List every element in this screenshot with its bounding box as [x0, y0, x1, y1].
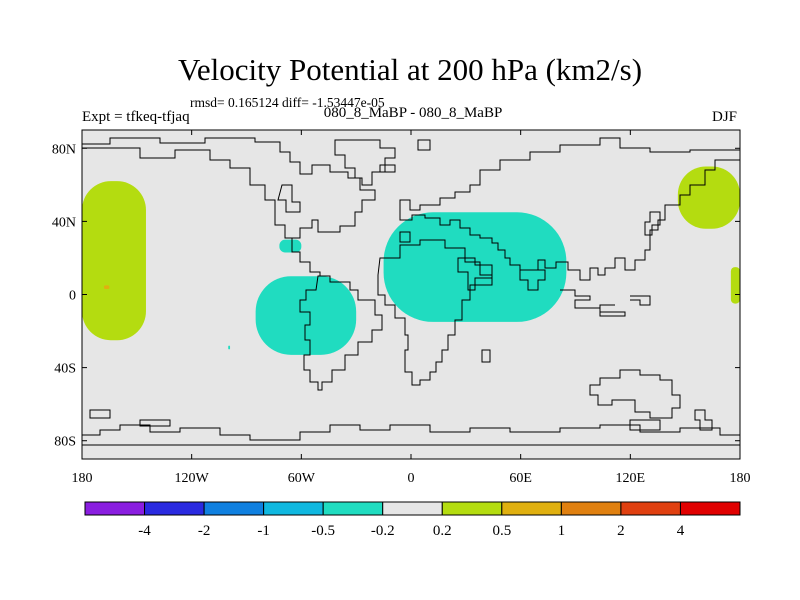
colorbar-swatch [501, 501, 562, 516]
colorbar-label: 1 [558, 523, 566, 539]
anomaly-region-1 [103, 285, 110, 290]
colorbar-label: -4 [138, 523, 151, 539]
colorbar-swatch [620, 501, 681, 516]
x-tick-label: 120W [175, 471, 210, 486]
coastline-svalbard [417, 139, 431, 151]
x-tick-label: 180 [730, 471, 751, 486]
period-label: 080_8_MaBP - 080_8_MaBP [323, 105, 503, 121]
x-tick-label: 120E [616, 471, 646, 486]
anomaly-region-7 [228, 345, 231, 350]
season-label: DJF [712, 109, 738, 125]
coastline-arabia [457, 257, 493, 291]
y-tick-label: 0 [69, 289, 76, 304]
coastline-iceland [379, 164, 396, 173]
coastline-uk [399, 231, 411, 243]
coastline-greenland [334, 139, 396, 186]
colorbar-label: 0.2 [433, 523, 452, 539]
y-tick-label: 80S [54, 435, 76, 450]
colorbar-swatch [84, 501, 146, 516]
colorbar-swatch [679, 501, 741, 516]
x-tick-label: 180 [72, 471, 93, 486]
colorbar-swatch [322, 501, 384, 516]
coastline-japan [644, 211, 661, 236]
coastline-africa [377, 239, 493, 386]
colorbar-label: -0.2 [371, 523, 395, 539]
y-tick-label: 40S [54, 362, 76, 377]
coastline-north-america [82, 137, 376, 239]
coastline-antarctica [82, 409, 740, 446]
coastline-australia [589, 369, 681, 419]
coastline-new-zealand [694, 409, 713, 431]
colorbar-label: 2 [617, 523, 625, 539]
y-tick-label: 40N [52, 215, 76, 230]
coastline-canada-bay [277, 184, 301, 213]
coastline-central-america [285, 237, 321, 276]
colorbar-swatch [560, 501, 622, 516]
colorbar-swatch [263, 501, 324, 516]
anomaly-region-5 [279, 239, 302, 253]
coastline-south-america [299, 275, 383, 391]
colorbar-swatch [441, 501, 503, 516]
coastline-india [519, 269, 546, 291]
x-tick-label: 60E [509, 471, 532, 486]
colorbar-label: -2 [198, 523, 211, 539]
x-tick-label: 60W [288, 471, 316, 486]
colorbar-label: -1 [257, 523, 270, 539]
colorbar-label: 0.5 [492, 523, 511, 539]
anomaly-region-4 [255, 276, 357, 355]
colorbar-swatch [382, 501, 443, 516]
chart-title: Velocity Potential at 200 hPa (km2/s) [177, 52, 643, 87]
colorbar-label: 4 [677, 523, 685, 539]
anomaly-region-0 [82, 181, 146, 341]
anomaly-region-2 [677, 166, 740, 229]
x-tick-label: 0 [408, 471, 415, 486]
experiment-label: Expt = tfkeq-tfjaq [82, 109, 190, 125]
coastline-europe-asia [399, 137, 740, 281]
coastline-indonesia [560, 289, 651, 317]
colorbar-label: -0.5 [311, 523, 335, 539]
coastline-madagascar [481, 349, 491, 363]
colorbar-swatch [144, 501, 205, 516]
y-tick-label: 80N [52, 142, 76, 157]
stats-line: rmsd= 0.165124 diff= -1.53447e-05 [190, 95, 385, 110]
anomaly-region-3 [730, 267, 740, 304]
colorbar-swatch [203, 501, 265, 516]
anomaly-region-6 [383, 212, 567, 322]
